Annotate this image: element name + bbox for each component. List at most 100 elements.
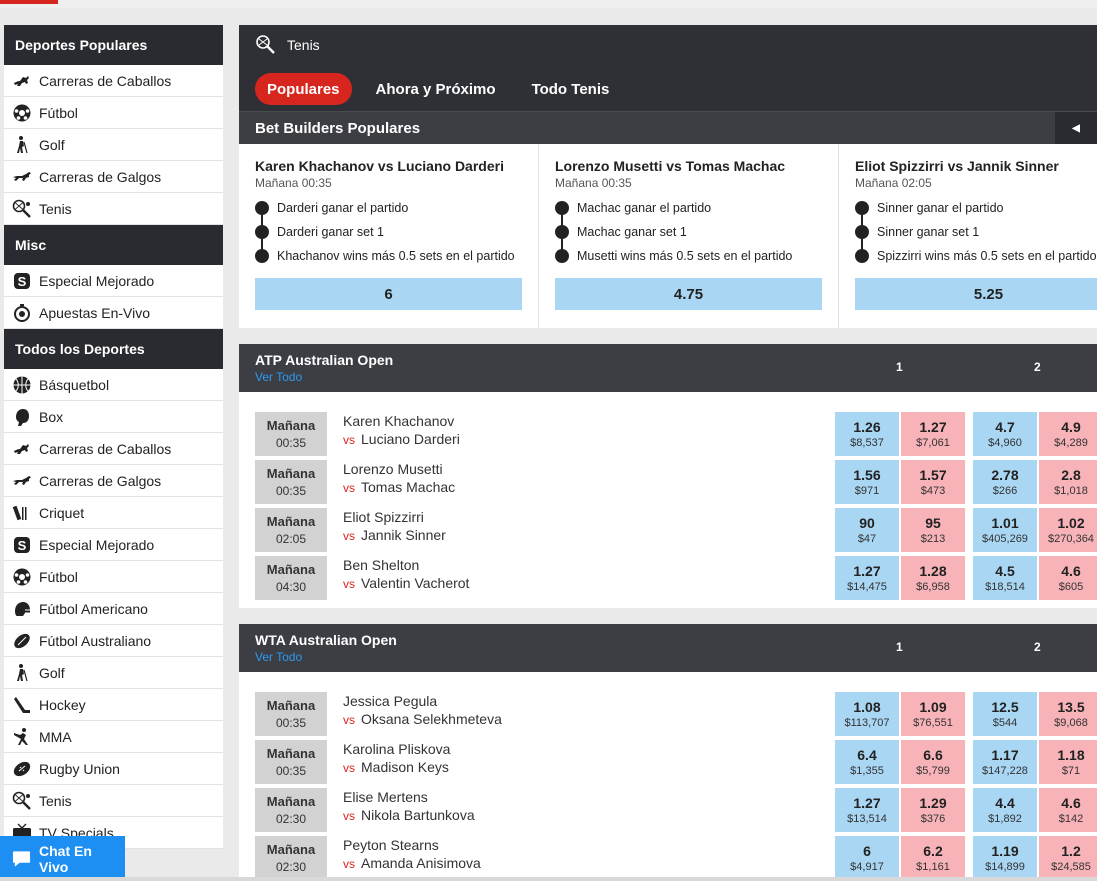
tab-1[interactable]: Ahora y Próximo — [375, 80, 496, 98]
special-s-icon: S — [11, 535, 33, 555]
lay-odds-button[interactable]: 4.6 $142 — [1039, 788, 1097, 832]
match-teams[interactable]: Karen Khachanov vs Luciano Darderi — [343, 413, 460, 449]
sidebar-item-golf[interactable]: Golf — [4, 129, 223, 161]
bet-builder-odds-button[interactable]: 4.75 — [555, 278, 822, 310]
match-hour: 02:30 — [275, 860, 307, 874]
lay-odds-button[interactable]: 4.9 $4,289 — [1039, 412, 1097, 456]
view-all-link[interactable]: Ver Todo — [255, 650, 303, 664]
tab-0[interactable]: Populares — [255, 73, 352, 105]
back-odds-button[interactable]: 1.01 $405,269 — [973, 508, 1037, 552]
lay-odds-button[interactable]: 4.6 $605 — [1039, 556, 1097, 600]
odds-price: 1.2 — [1061, 843, 1081, 859]
back-odds-button[interactable]: 90 $47 — [835, 508, 899, 552]
match-teams[interactable]: Lorenzo Musetti vs Tomas Machac — [343, 461, 455, 497]
golfer-icon — [11, 663, 33, 683]
live-chat-button[interactable]: Chat En Vivo — [0, 836, 125, 881]
sidebar-item-label: Especial Mejorado — [39, 272, 155, 289]
match-time: Mañana 04:30 — [255, 556, 327, 600]
match-teams[interactable]: Karolina Pliskova vs Madison Keys — [343, 741, 450, 777]
odds-price: 1.27 — [853, 563, 881, 579]
back-odds-button[interactable]: 1.17 $147,228 — [973, 740, 1037, 784]
sidebar-item-basquetbol[interactable]: Básquetbol — [4, 369, 223, 401]
match-hour: 02:05 — [275, 532, 307, 546]
match-day: Mañana — [266, 466, 316, 481]
match-row: Mañana 00:35 Karen Khachanov vs Luciano Dard… — [239, 412, 1097, 460]
back-odds-button[interactable]: 4.4 $1,892 — [973, 788, 1037, 832]
back-odds-button[interactable]: 4.5 $18,514 — [973, 556, 1037, 600]
back-odds-button[interactable]: 1.08 $113,707 — [835, 692, 899, 736]
bet-builder-card: Eliot Spizzirri vs Jannik Sinner Mañana 0… — [839, 144, 1097, 328]
back-odds-button[interactable]: 12.5 $544 — [973, 692, 1037, 736]
sidebar-item-apuestas-en-vivo[interactable]: Apuestas En-Vivo — [4, 297, 223, 329]
back-odds-button[interactable]: 1.27 $13,514 — [835, 788, 899, 832]
sidebar-item-carreras-de-caballos[interactable]: Carreras de Caballos — [4, 433, 223, 465]
lay-odds-button[interactable]: 95 $213 — [901, 508, 965, 552]
back-odds-button[interactable]: 1.56 $971 — [835, 460, 899, 504]
bet-builder-card: Lorenzo Musetti vs Tomas Machac Mañana 00… — [539, 144, 839, 328]
lay-odds-button[interactable]: 1.2 $24,585 — [1039, 836, 1097, 880]
back-odds-button[interactable]: 6.4 $1,355 — [835, 740, 899, 784]
lay-odds-button[interactable]: 13.5 $9,068 — [1039, 692, 1097, 736]
back-odds-button[interactable]: 2.78 $266 — [973, 460, 1037, 504]
sidebar-item-criquet[interactable]: Criquet — [4, 497, 223, 529]
sidebar-item-tenis[interactable]: Tenis — [4, 193, 223, 225]
back-odds-button[interactable]: 6 $4,917 — [835, 836, 899, 880]
sidebar-item-especial-mejorado[interactable]: S Especial Mejorado — [4, 529, 223, 561]
bet-builder-leg: Khachanov wins más 0.5 sets en el partid… — [255, 244, 522, 268]
leg-label: Machac ganar set 1 — [577, 225, 687, 239]
lay-odds-button[interactable]: 1.09 $76,551 — [901, 692, 965, 736]
sidebar-item-carreras-de-galgos[interactable]: Carreras de Galgos — [4, 161, 223, 193]
odds-liquidity: $405,269 — [982, 533, 1028, 545]
sidebar-item-golf[interactable]: Golf — [4, 657, 223, 689]
sidebar-item-futbol[interactable]: Fútbol — [4, 561, 223, 593]
lay-odds-button[interactable]: 6.6 $5,799 — [901, 740, 965, 784]
bet-builder-legs: Darderi ganar el partido Darderi ganar se… — [255, 196, 522, 268]
lay-odds-button[interactable]: 1.29 $376 — [901, 788, 965, 832]
bet-builder-odds-button[interactable]: 6 — [255, 278, 522, 310]
match-teams[interactable]: Eliot Spizzirri vs Jannik Sinner — [343, 509, 446, 545]
lay-odds-button[interactable]: 1.28 $6,958 — [901, 556, 965, 600]
lay-odds-button[interactable]: 1.57 $473 — [901, 460, 965, 504]
chat-bubble-icon — [12, 850, 39, 868]
sidebar-item-carreras-de-caballos[interactable]: Carreras de Caballos — [4, 65, 223, 97]
soccer-ball-icon — [11, 103, 33, 123]
match-hour: 02:30 — [275, 812, 307, 826]
carousel-prev-button[interactable]: ◀ — [1055, 112, 1097, 144]
sidebar-item-mma[interactable]: MMA — [4, 721, 223, 753]
sidebar-item-label: Fútbol — [39, 104, 78, 121]
column-label-1: 1 — [896, 360, 903, 374]
match-teams[interactable]: Jessica Pegula vs Oksana Selekhmeteva — [343, 693, 502, 729]
back-odds-button[interactable]: 1.27 $14,475 — [835, 556, 899, 600]
back-odds-button[interactable]: 1.19 $14,899 — [973, 836, 1037, 880]
back-odds-button[interactable]: 1.26 $8,537 — [835, 412, 899, 456]
view-all-link[interactable]: Ver Todo — [255, 370, 303, 384]
sidebar-item-rugby-union[interactable]: Rugby Union — [4, 753, 223, 785]
boxing-glove-icon — [11, 407, 33, 427]
tab-2[interactable]: Todo Tenis — [531, 80, 610, 98]
lay-odds-button[interactable]: 6.2 $1,161 — [901, 836, 965, 880]
lay-odds-button[interactable]: 1.18 $71 — [1039, 740, 1097, 784]
sidebar-item-futbol[interactable]: Fútbol — [4, 97, 223, 129]
match-teams[interactable]: Peyton Stearns vs Amanda Anisimova — [343, 837, 481, 873]
odds-liquidity: $213 — [920, 533, 946, 545]
home-team: Peyton Stearns — [343, 837, 439, 853]
bet-builder-time: Mañana 00:35 — [255, 176, 332, 190]
sidebar-item-hockey[interactable]: Hockey — [4, 689, 223, 721]
sidebar-item-carreras-de-galgos[interactable]: Carreras de Galgos — [4, 465, 223, 497]
match-teams[interactable]: Elise Mertens vs Nikola Bartunkova — [343, 789, 475, 825]
lay-odds-button[interactable]: 2.8 $1,018 — [1039, 460, 1097, 504]
rugby-ball-icon — [11, 759, 33, 779]
lay-odds-button[interactable]: 1.02 $270,364 — [1039, 508, 1097, 552]
sidebar-item-tenis[interactable]: Tenis — [4, 785, 223, 817]
odds-liquidity: $376 — [920, 813, 946, 825]
lay-odds-button[interactable]: 1.27 $7,061 — [901, 412, 965, 456]
bet-builder-odds-button[interactable]: 5.25 — [855, 278, 1097, 310]
sidebar-item-futbol-australiano[interactable]: Fútbol Australiano — [4, 625, 223, 657]
bet-builder-event: Karen Khachanov vs Luciano Darderi — [255, 158, 504, 174]
bet-builder-cards: Karen Khachanov vs Luciano Darderi Mañana… — [239, 144, 1097, 328]
match-teams[interactable]: Ben Shelton vs Valentin Vacherot — [343, 557, 469, 593]
back-odds-button[interactable]: 4.7 $4,960 — [973, 412, 1037, 456]
sidebar-item-futbol-americano[interactable]: Fútbol Americano — [4, 593, 223, 625]
sidebar-item-especial-mejorado[interactable]: S Especial Mejorado — [4, 265, 223, 297]
sidebar-item-box[interactable]: Box — [4, 401, 223, 433]
